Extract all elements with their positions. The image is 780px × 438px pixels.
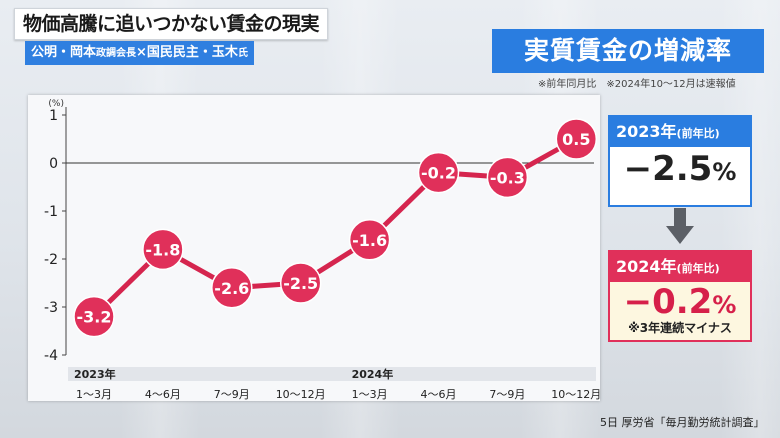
summary-2023: 2023年(前年比) −2.5% [608, 115, 752, 207]
speaker-2: 国民民主・玉木 [146, 45, 238, 60]
data-label: -2.5 [283, 274, 318, 293]
summary-2024-year: 2024年 [616, 257, 677, 276]
channel-logo [700, 5, 774, 27]
summary-2023-value: −2.5% [610, 147, 750, 194]
x-tick-label: 1～3月 [352, 388, 388, 401]
summary-2023-header: 2023年(前年比) [610, 117, 750, 147]
x-tick-label: 4～6月 [421, 388, 457, 401]
speaker-separator: × [136, 45, 147, 60]
summary-2024-number: −0.2 [623, 282, 713, 322]
line-chart: (%)1 0 -1 -2 -3 -4 2023年 2024年 1～3月 4～6月 7～9月 10～12… [28, 95, 600, 401]
chart-panel: (%) 1 0 -1 -2 -3 -4 2023年 2024年 1～3月 4～6月 7～9月 10～12… [28, 95, 600, 401]
y-tick-label: -2 [44, 252, 58, 268]
y-unit-label: (%) [48, 99, 64, 109]
data-label: -0.2 [421, 164, 456, 183]
year-label-2023: 2023年 [74, 367, 116, 381]
data-point [73, 295, 115, 338]
data-point [211, 267, 253, 309]
x-tick-label: 4～6月 [145, 388, 181, 401]
year-label-2024: 2024年 [352, 367, 394, 381]
y-tick-label: 1 [49, 108, 58, 124]
summary-2023-paren: (前年比) [676, 127, 720, 140]
down-arrow-icon [666, 208, 694, 244]
speakers-label: 公明・岡本政調会長×国民民主・玉木氏 [25, 41, 254, 65]
x-tick-label: 7～9月 [489, 388, 525, 401]
data-point [555, 118, 598, 160]
x-tick-label: 10～12月 [276, 388, 326, 401]
data-label: -0.3 [490, 168, 525, 187]
source-credit: 5日 厚労省「毎月勤労統計調査」 [600, 416, 765, 429]
speaker-2-title: 氏 [237, 48, 248, 59]
summary-2024-header: 2024年(前年比) [610, 252, 750, 282]
data-label: 0.5 [562, 130, 590, 149]
summary-2023-year: 2023年 [616, 122, 677, 141]
summary-2024-note: ※3年連続マイナス [628, 321, 732, 335]
data-label: -3.2 [77, 308, 112, 327]
speaker-1-title: 政調会長 [96, 48, 137, 59]
y-tick-label: -1 [44, 204, 58, 220]
summary-2023-number: −2.5 [623, 149, 713, 189]
summary-2024-paren: (前年比) [676, 262, 720, 275]
data-point [486, 156, 529, 199]
summary-2023-unit: % [712, 158, 737, 186]
data-point [417, 151, 460, 194]
summary-2024: 2024年(前年比) −0.2% ※3年連続マイナス [608, 250, 752, 342]
data-label: -1.8 [145, 240, 180, 259]
summary-2024-unit: % [712, 291, 737, 319]
summary-2024-value: −0.2% [610, 282, 750, 325]
data-point [142, 228, 184, 271]
x-tick-label: 1～3月 [76, 388, 112, 401]
y-tick-label: -3 [44, 300, 58, 316]
data-point [279, 262, 322, 304]
y-tick-label: 0 [49, 156, 58, 172]
year-band [68, 367, 596, 381]
speaker-1: 公明・岡本 [31, 45, 97, 60]
chart-note: ※前年同月比 ※2024年10～12月は速報値 [538, 79, 736, 90]
y-tick-label: -4 [44, 348, 58, 364]
chart-background [28, 95, 600, 401]
x-tick-label: 7～9月 [214, 388, 250, 401]
chart-title: 実質賃金の増減率 [492, 29, 764, 73]
data-point [348, 219, 391, 261]
data-label: -2.6 [214, 279, 249, 298]
data-label: -1.6 [352, 231, 387, 250]
x-tick-label: 10～12月 [551, 388, 600, 401]
headline: 物価高騰に追いつかない賃金の現実 [14, 8, 329, 40]
